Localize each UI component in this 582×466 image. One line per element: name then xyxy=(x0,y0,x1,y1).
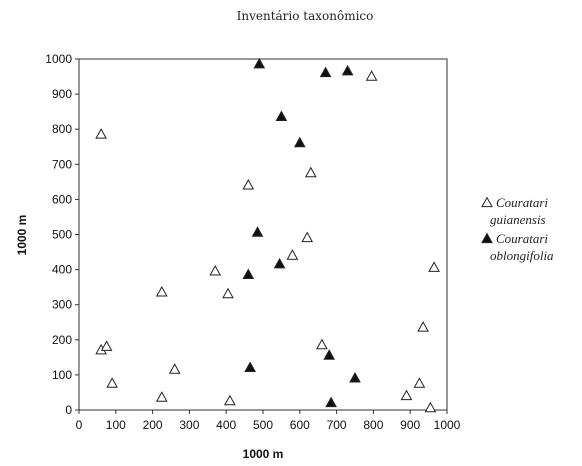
x-tick-label: 200 xyxy=(143,418,163,432)
guianensis-point xyxy=(424,401,437,413)
x-tick-label: 1000 xyxy=(434,418,461,432)
y-tick-label: 200 xyxy=(52,333,72,347)
x-tick-label: 0 xyxy=(76,418,83,432)
x-tick-label: 400 xyxy=(216,418,236,432)
x-tick-label: 100 xyxy=(106,418,126,432)
y-tick-label: 600 xyxy=(52,192,72,206)
y-tick-label: 900 xyxy=(52,87,72,101)
oblongifolia-point xyxy=(319,66,332,78)
y-tick-label: 500 xyxy=(52,228,72,242)
guianensis-point xyxy=(316,338,328,350)
oblongifolia-point xyxy=(242,268,255,279)
y-tick-label: 1000 xyxy=(45,52,72,66)
guianensis-point xyxy=(106,377,118,388)
oblongifolia-point xyxy=(273,257,286,269)
x-axis-label: 1000 m xyxy=(243,447,284,461)
oblongifolia-point xyxy=(293,136,306,148)
x-tick-label: 800 xyxy=(363,418,383,432)
oblongifolia-point xyxy=(275,110,288,121)
oblongifolia-point xyxy=(325,396,337,408)
x-tick-label: 700 xyxy=(327,418,347,432)
guianensis-point xyxy=(168,363,181,374)
oblongifolia-point xyxy=(244,361,256,372)
guianensis-point xyxy=(209,264,222,276)
guianensis-point xyxy=(365,70,378,81)
data-points xyxy=(95,57,440,413)
guianensis-point xyxy=(95,128,107,139)
x-tick-label: 500 xyxy=(253,418,273,432)
guianensis-point xyxy=(242,178,255,190)
guianensis-point xyxy=(286,249,299,260)
y-tick-label: 300 xyxy=(52,298,72,312)
guianensis-point xyxy=(417,321,429,332)
y-tick-label: 0 xyxy=(65,403,72,417)
y-axis-label: 1000 m xyxy=(15,215,29,256)
legend-label: Couratari xyxy=(496,231,548,246)
x-axis: 0 100 200 300 400 500 600 700 800 900 1000 xyxy=(76,410,461,432)
guianensis-point xyxy=(222,287,234,299)
guianensis-point xyxy=(413,377,426,388)
y-axis: 0 100 200 300 400 500 600 700 800 900 1000 xyxy=(45,52,79,417)
x-tick-label: 600 xyxy=(290,418,310,432)
legend-marker-oblongifolia xyxy=(481,232,493,244)
guianensis-point xyxy=(224,394,236,406)
guianensis-point xyxy=(155,391,168,402)
oblongifolia-point xyxy=(349,371,361,383)
y-tick-label: 400 xyxy=(52,263,72,277)
legend: Couratari guianensis Couratari oblongifolia xyxy=(481,195,554,263)
legend-marker-guianensis xyxy=(481,196,493,208)
oblongifolia-point xyxy=(341,64,354,76)
guianensis-point xyxy=(100,340,113,351)
legend-label: guianensis xyxy=(490,212,546,227)
guianensis-point xyxy=(301,231,314,243)
oblongifolia-point xyxy=(323,349,336,360)
legend-label: Couratari xyxy=(496,195,548,210)
oblongifolia-point xyxy=(253,57,266,69)
oblongifolia-point xyxy=(251,226,264,237)
guianensis-point xyxy=(428,261,440,272)
y-tick-label: 700 xyxy=(52,157,72,171)
plot-area: 0 100 200 300 400 500 600 700 800 900 1000 0 100 200… xyxy=(45,52,460,432)
x-tick-label: 900 xyxy=(400,418,420,432)
x-tick-label: 300 xyxy=(179,418,199,432)
y-tick-label: 100 xyxy=(52,368,72,382)
guianensis-point xyxy=(400,389,413,401)
guianensis-point xyxy=(155,285,168,297)
chart-title: Inventário taxonômico xyxy=(237,9,374,23)
y-tick-label: 800 xyxy=(52,122,72,136)
guianensis-point xyxy=(304,166,317,178)
legend-label: oblongifolia xyxy=(490,248,554,263)
plot-frame xyxy=(78,58,448,411)
